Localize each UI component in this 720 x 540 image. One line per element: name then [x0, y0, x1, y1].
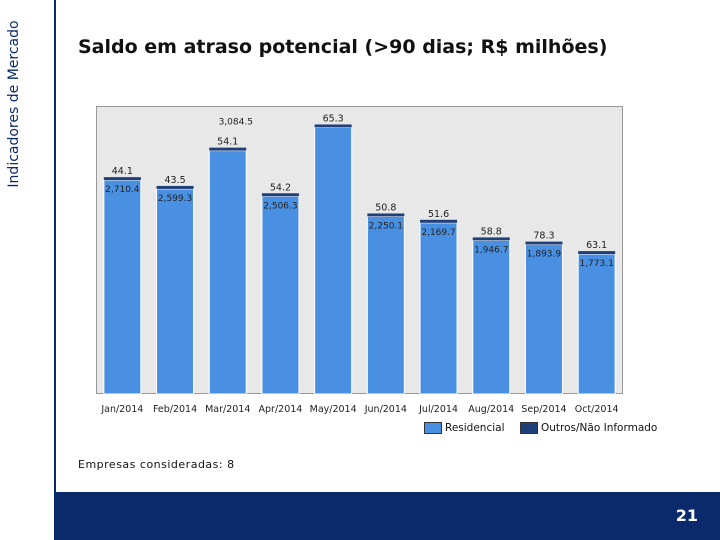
data-label-outros: 44.1: [112, 166, 133, 177]
bar-outros: [156, 185, 194, 189]
bar-outros: [314, 124, 352, 128]
bar-residencial: [156, 188, 195, 395]
bar-outros: [103, 177, 141, 181]
data-label-residencial: 2,250.1: [369, 221, 403, 231]
data-label-residencial: 1,773.1: [579, 259, 613, 269]
data-label-outros: 43.5: [164, 175, 185, 186]
legend-swatch-residencial: [424, 422, 442, 434]
bar-outros: [472, 237, 510, 241]
data-label-residencial: 1,893.9: [527, 250, 562, 260]
x-tick-label: Jul/2014: [418, 404, 458, 415]
side-bar: Indicadores de Mercado: [0, 0, 56, 540]
data-label-outros: 50.8: [375, 202, 396, 213]
bar-residencial: [577, 253, 616, 395]
bar-residencial: [103, 179, 142, 395]
legend-label-residencial: Residencial: [445, 422, 505, 434]
data-label-residencial: 3,084.5: [219, 118, 253, 128]
bar-residencial: [208, 150, 247, 395]
bar-residencial: [524, 244, 563, 395]
x-tick-label: Aug/2014: [468, 404, 514, 415]
data-label-outros: 54.1: [217, 137, 238, 148]
data-label-residencial: 1,946.7: [474, 245, 508, 255]
x-tick-label: Sep/2014: [521, 404, 566, 415]
data-label-outros: 63.1: [586, 240, 607, 251]
data-label-outros: 51.6: [428, 209, 449, 220]
x-tick-label: May/2014: [310, 404, 357, 415]
x-tick-label: Jan/2014: [100, 404, 143, 415]
bar-outros: [420, 219, 458, 223]
bar-residencial: [472, 239, 511, 395]
legend-label-outros: Outros/Não Informado: [541, 422, 658, 434]
bar-outros: [261, 193, 299, 197]
legend-residencial: Residencial: [424, 422, 505, 434]
page-number: 21: [675, 506, 698, 525]
bar-residencial: [366, 215, 405, 395]
bar-chart: 44.1 2,710.4 Jan/2014 43.5 2,599.3 Feb/2014 54…: [96, 106, 623, 415]
bar-outros: [525, 241, 563, 245]
bar-outros: [578, 251, 616, 255]
chart-title: Saldo em atraso potencial (>90 dias; R$ …: [78, 36, 608, 58]
bar-residencial: [419, 222, 458, 395]
x-tick-label: Feb/2014: [153, 404, 197, 415]
bar-outros: [209, 147, 247, 151]
footer-bar: 21: [54, 492, 720, 540]
section-label: Indicadores de Mercado: [6, 20, 22, 188]
data-label-residencial: 2,506.3: [263, 201, 297, 211]
bar-residencial: [261, 195, 300, 395]
x-tick-label: Jun/2014: [364, 404, 407, 415]
footnote: Empresas consideradas: 8: [78, 458, 235, 471]
data-label-outros: 78.3: [533, 231, 554, 242]
bar-outros: [367, 213, 405, 217]
data-label-outros: 54.2: [270, 182, 291, 193]
legend-outros: Outros/Não Informado: [520, 422, 657, 434]
data-label-residencial: 2,599.3: [158, 194, 192, 204]
data-label-outros: 58.8: [481, 226, 502, 237]
data-label-residencial: 2,169.7: [421, 228, 455, 238]
bar-residencial: [314, 126, 353, 395]
x-tick-label: Mar/2014: [205, 404, 250, 415]
data-label-outros: 65.3: [323, 113, 344, 124]
data-label-residencial: 2,710.4: [105, 185, 140, 195]
x-tick-label: Oct/2014: [575, 404, 619, 415]
legend-swatch-outros: [520, 422, 538, 434]
x-tick-label: Apr/2014: [259, 404, 303, 415]
